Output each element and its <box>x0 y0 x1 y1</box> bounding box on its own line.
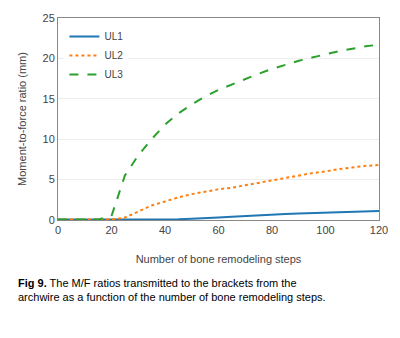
svg-text:UL2: UL2 <box>104 50 123 61</box>
svg-text:40: 40 <box>159 224 171 236</box>
svg-text:60: 60 <box>212 224 224 236</box>
svg-text:10: 10 <box>43 133 55 145</box>
svg-text:120: 120 <box>370 224 388 236</box>
svg-text:UL1: UL1 <box>104 31 123 42</box>
svg-text:20: 20 <box>105 224 117 236</box>
svg-text:0: 0 <box>49 214 55 226</box>
svg-text:5: 5 <box>49 173 55 185</box>
svg-text:Moment-to-force ratio (mm): Moment-to-force ratio (mm) <box>16 52 28 186</box>
svg-text:25: 25 <box>43 12 55 24</box>
svg-text:20: 20 <box>43 52 55 64</box>
svg-text:100: 100 <box>316 224 334 236</box>
svg-text:0: 0 <box>55 224 61 236</box>
svg-text:80: 80 <box>266 224 278 236</box>
svg-text:15: 15 <box>43 93 55 105</box>
svg-text:Fig 9. The M/F ratios transmit: Fig 9. The M/F ratios transmitted to the… <box>18 277 326 303</box>
svg-text:Number of bone remodeling step: Number of bone remodeling steps <box>136 253 302 265</box>
svg-text:UL3: UL3 <box>104 69 123 80</box>
